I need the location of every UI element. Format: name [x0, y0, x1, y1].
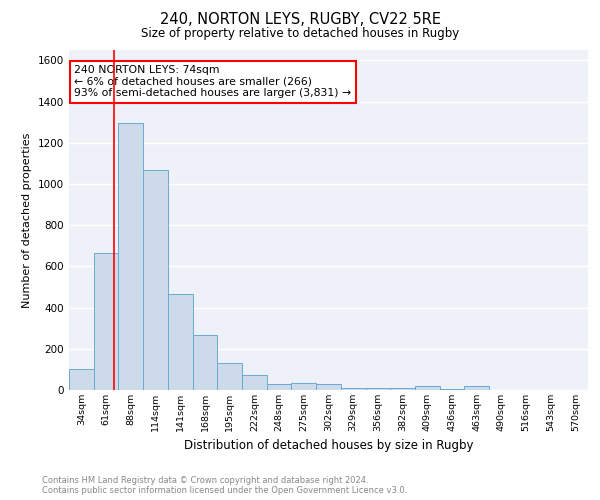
Bar [118, 123, 143, 390]
Bar [143, 170, 168, 390]
Text: 240 NORTON LEYS: 74sqm
← 6% of detached houses are smaller (266)
93% of semi-det: 240 NORTON LEYS: 74sqm ← 6% of detached … [74, 66, 352, 98]
Bar [94, 253, 118, 390]
Bar [168, 294, 193, 390]
Bar [464, 386, 489, 390]
X-axis label: Distribution of detached houses by size in Rugby: Distribution of detached houses by size … [184, 440, 473, 452]
Bar [217, 363, 242, 390]
Bar [341, 388, 365, 390]
Bar [390, 388, 415, 390]
Bar [415, 386, 440, 390]
Bar [316, 384, 341, 390]
Bar [292, 383, 316, 390]
Bar [69, 370, 94, 390]
Bar [193, 336, 217, 390]
Bar [440, 389, 464, 390]
Text: 240, NORTON LEYS, RUGBY, CV22 5RE: 240, NORTON LEYS, RUGBY, CV22 5RE [160, 12, 440, 28]
Bar [365, 388, 390, 390]
Bar [242, 374, 267, 390]
Bar [267, 384, 292, 390]
Text: Size of property relative to detached houses in Rugby: Size of property relative to detached ho… [141, 28, 459, 40]
Y-axis label: Number of detached properties: Number of detached properties [22, 132, 32, 308]
Text: Contains HM Land Registry data © Crown copyright and database right 2024.
Contai: Contains HM Land Registry data © Crown c… [42, 476, 407, 495]
